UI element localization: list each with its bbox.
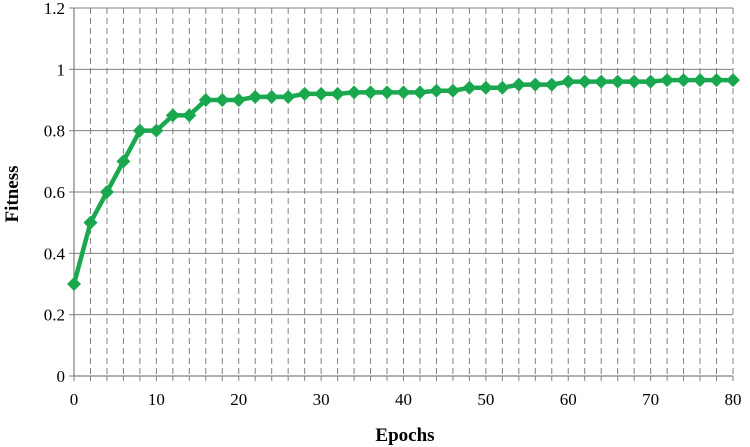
data-point-marker	[99, 185, 114, 199]
x-tick-label: 30	[313, 390, 330, 409]
data-point-marker	[429, 83, 444, 98]
data-point-marker	[511, 77, 526, 92]
x-axis-title: Epochs	[375, 425, 434, 446]
x-tick-label: 0	[70, 390, 79, 409]
x-tick-label: 60	[560, 390, 577, 409]
series-layer	[67, 73, 740, 291]
grid	[74, 7, 734, 376]
data-point-marker	[594, 74, 609, 89]
data-point-marker	[495, 80, 510, 95]
data-point-marker	[215, 93, 230, 107]
x-tick-label: 50	[477, 390, 494, 409]
data-point-marker	[577, 74, 592, 89]
data-point-marker	[709, 73, 724, 88]
x-tick-label: 10	[148, 390, 165, 409]
y-tick-label: 0.4	[44, 244, 66, 263]
y-tick-label: 0	[57, 367, 66, 386]
data-point-marker	[544, 77, 559, 92]
data-point-marker	[676, 73, 691, 88]
data-point-marker	[660, 73, 675, 88]
data-point-marker	[83, 215, 98, 230]
data-point-marker	[693, 73, 708, 88]
data-point-marker	[132, 123, 147, 138]
x-tick-label: 40	[395, 390, 412, 409]
data-point-marker	[165, 108, 180, 123]
x-tick-label: 80	[725, 390, 742, 409]
data-point-marker	[297, 86, 312, 101]
x-tick-label: 20	[230, 390, 247, 409]
y-tick-label: 0.6	[44, 183, 65, 202]
data-point-marker	[198, 93, 213, 107]
y-axis-title: Fitness	[2, 166, 23, 223]
x-tick-label: 70	[642, 390, 659, 409]
data-point-marker	[380, 85, 395, 100]
y-tick-label: 1	[57, 60, 66, 79]
data-point-marker	[462, 80, 477, 95]
data-point-marker	[67, 277, 81, 291]
data-point-marker	[396, 85, 411, 100]
data-point-marker	[445, 83, 460, 98]
data-point-marker	[149, 123, 164, 138]
data-point-marker	[478, 80, 493, 95]
axes	[69, 7, 734, 381]
data-point-marker	[182, 108, 197, 123]
data-point-marker	[248, 89, 263, 104]
data-point-marker	[412, 85, 427, 100]
data-point-marker	[363, 85, 378, 100]
data-point-marker	[330, 86, 345, 101]
y-tick-label: 1.2	[44, 0, 65, 18]
data-point-marker	[726, 73, 740, 88]
y-tick-label: 0.8	[44, 122, 65, 141]
data-point-marker	[314, 86, 329, 101]
data-point-marker	[610, 74, 625, 89]
data-point-marker	[561, 74, 576, 89]
data-point-marker	[347, 85, 362, 100]
data-point-marker	[116, 154, 131, 169]
data-point-marker	[264, 89, 279, 104]
data-point-marker	[231, 93, 246, 107]
data-point-marker	[627, 74, 642, 89]
data-point-marker	[528, 77, 543, 92]
tick-labels: 0 0.2 0.4 0.6 0.8 1 1.2 0 10 20 30 40 50 60 70 80	[44, 0, 742, 409]
y-tick-label: 0.2	[44, 306, 65, 325]
data-point-marker	[281, 89, 296, 104]
data-point-marker	[643, 74, 658, 89]
